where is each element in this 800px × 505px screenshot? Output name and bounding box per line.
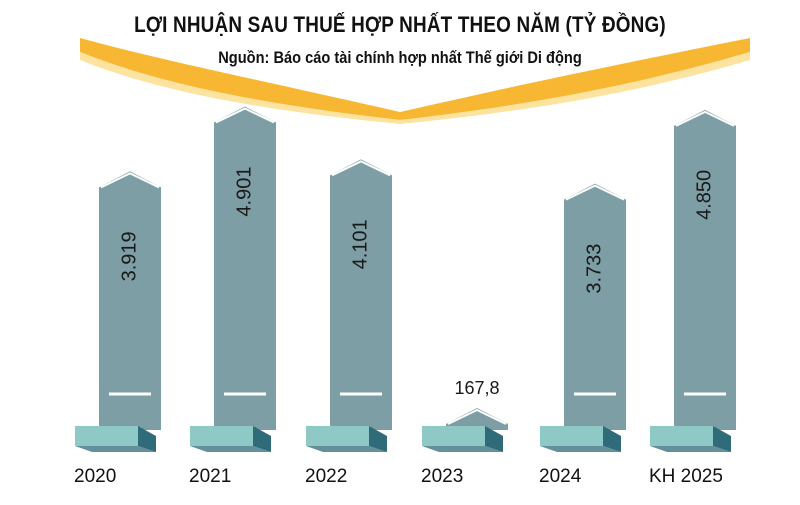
bar <box>564 183 626 430</box>
bar-base-side <box>603 426 621 452</box>
bar <box>99 171 161 430</box>
bar-base <box>306 426 369 446</box>
bar-base-bottom <box>75 446 156 452</box>
bar-base-side <box>713 426 731 452</box>
bar-chevron <box>675 110 735 127</box>
chart-subtitle: Nguồn: Báo cáo tài chính hợp nhất Thế gi… <box>218 48 582 67</box>
data-label: 3.919 <box>118 231 140 281</box>
bar <box>330 159 392 431</box>
data-label: 4.850 <box>693 170 715 220</box>
bar-chevron <box>447 408 507 425</box>
category-label: 2020 <box>74 466 116 487</box>
bar-chevron <box>565 184 625 201</box>
bar-base <box>190 426 253 446</box>
bar <box>214 106 276 430</box>
bar-base-bottom <box>422 446 503 452</box>
category-label: 2023 <box>421 466 463 487</box>
chart-title: LỢI NHUẬN SAU THUẾ HỢP NHẤT THEO NĂM (TỶ… <box>134 12 666 37</box>
data-label: 3.733 <box>583 244 605 294</box>
bar <box>446 408 508 430</box>
bar-chevron <box>215 107 275 124</box>
bar-base-bottom <box>650 446 731 452</box>
bar-base <box>650 426 713 446</box>
bar-base-side <box>253 426 271 452</box>
bar-base-side <box>369 426 387 452</box>
bar-base-bottom <box>540 446 621 452</box>
category-label: KH 2025 <box>649 466 723 487</box>
banner-swoosh <box>80 38 750 120</box>
data-label: 4.901 <box>233 167 255 217</box>
category-label: 2022 <box>305 466 347 487</box>
bar-base-bottom <box>190 446 271 452</box>
bar-base-bottom <box>306 446 387 452</box>
bar-base <box>75 426 138 446</box>
bar-base-side <box>138 426 156 452</box>
bar-base <box>422 426 485 446</box>
bar-base <box>540 426 603 446</box>
bar <box>674 109 736 431</box>
bar-chevron <box>100 172 160 189</box>
data-label: 4.101 <box>349 219 371 269</box>
data-label: 167,8 <box>454 378 499 398</box>
bar-base-side <box>485 426 503 452</box>
bar-chevron <box>331 160 391 177</box>
category-label: 2024 <box>539 466 582 487</box>
banner-swoosh-light <box>80 52 750 124</box>
category-label: 2021 <box>189 466 231 487</box>
